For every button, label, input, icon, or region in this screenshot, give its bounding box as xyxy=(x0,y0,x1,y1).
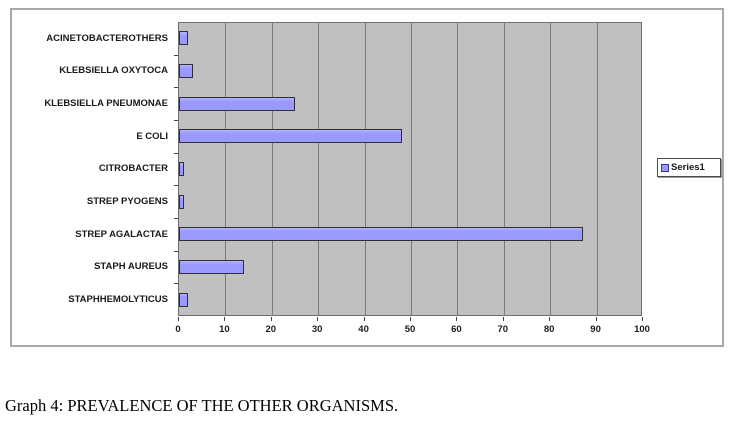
y-axis-tick xyxy=(174,185,178,186)
gridline-70 xyxy=(503,23,505,315)
gridline-90 xyxy=(596,23,598,315)
y-axis-tick xyxy=(174,218,178,219)
legend-series-marker-icon xyxy=(661,163,669,172)
x-axis-tick-label: 80 xyxy=(543,324,555,335)
x-axis-tick xyxy=(549,317,551,321)
bar-staphhemolyticus xyxy=(179,292,188,307)
y-axis-tick xyxy=(174,153,178,154)
x-axis-tick-label: 10 xyxy=(219,324,230,335)
gridline-10 xyxy=(225,23,227,315)
bar-chart-frame: ACINETOBACTEROTHERS KLEBSIELLA OXYTOCA KLE… xyxy=(10,8,724,347)
gridline-60 xyxy=(457,23,459,315)
legend-series-label: Series1 xyxy=(671,162,705,173)
category-label: ACINETOBACTEROTHERS xyxy=(46,32,168,44)
gridline-40 xyxy=(364,23,366,315)
x-axis-tick-label: 50 xyxy=(404,324,416,335)
x-axis-tick xyxy=(363,317,365,321)
category-label: CITROBACTER xyxy=(98,163,168,175)
y-axis-tick xyxy=(174,283,178,284)
x-axis-tick xyxy=(642,317,643,321)
x-axis-tick xyxy=(456,317,458,321)
bar-acinetobacterothers xyxy=(179,31,188,46)
x-axis-tick-label: 20 xyxy=(265,324,277,335)
bar-klebsiella-pneumonae xyxy=(179,96,295,111)
category-label: STAPH AUREUS xyxy=(94,261,168,273)
category-label: STREP AGALACTAE xyxy=(75,228,168,240)
x-axis-tick-label: 0 xyxy=(175,324,181,335)
figure-caption: Graph 4: PREVALENCE OF THE OTHER ORGANIS… xyxy=(5,396,399,415)
category-label: E COLI xyxy=(136,130,168,142)
gridline-30 xyxy=(318,23,320,315)
y-axis-tick xyxy=(174,87,178,88)
x-axis-tick-label: 100 xyxy=(634,324,650,335)
bar-klebsiella-oxytoca xyxy=(179,64,193,78)
y-axis-tick xyxy=(174,120,178,121)
bar-e-coli xyxy=(179,129,402,144)
gridline-20 xyxy=(271,23,273,315)
bar-strep-agalactae xyxy=(179,227,583,242)
category-label: KLEBSIELLA OXYTOCA xyxy=(59,65,168,77)
x-axis-tick xyxy=(502,317,504,321)
x-axis-tick xyxy=(595,317,597,321)
gridline-50 xyxy=(411,23,412,315)
x-axis-tick xyxy=(410,317,411,321)
x-axis-tick-label: 90 xyxy=(590,324,601,335)
x-axis-tick-label: 30 xyxy=(311,324,323,335)
x-axis-tick xyxy=(224,317,226,321)
bar-staph-aureus xyxy=(179,260,244,274)
x-axis-tick-label: 70 xyxy=(497,324,509,335)
bar-strep-pyogens xyxy=(179,194,184,209)
x-axis-tick-label: 60 xyxy=(451,324,462,335)
y-axis-tick xyxy=(174,55,178,56)
gridline-80 xyxy=(550,23,552,315)
category-label: KLEBSIELLA PNEUMONAE xyxy=(44,98,168,110)
category-label: STREP PYOGENS xyxy=(86,196,168,208)
bar-citrobacter xyxy=(179,162,184,176)
plot-area xyxy=(178,22,642,316)
x-axis-tick-label: 40 xyxy=(358,324,369,335)
x-axis-tick xyxy=(317,317,319,321)
category-label: STAPHHEMOLYTICUS xyxy=(68,294,168,306)
x-axis-tick xyxy=(270,317,272,321)
y-axis-tick xyxy=(174,251,178,252)
legend: Series1 xyxy=(657,158,721,177)
x-axis-tick xyxy=(178,317,179,321)
